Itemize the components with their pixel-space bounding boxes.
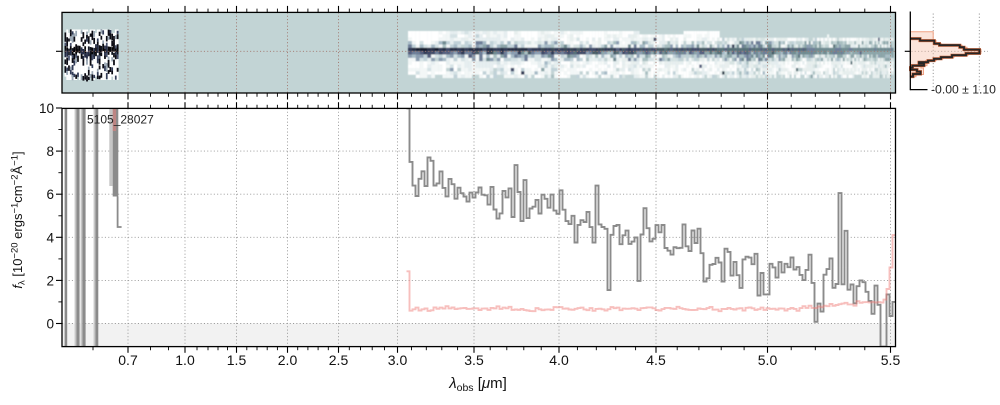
svg-text:3.0: 3.0 [388,352,408,368]
svg-text:4: 4 [46,230,54,245]
svg-text:2.5: 2.5 [329,352,349,368]
svg-text:1.5: 1.5 [227,352,247,368]
svg-text:8: 8 [46,144,54,159]
svg-text:4.5: 4.5 [646,352,666,368]
svg-text:1.0: 1.0 [175,352,195,368]
svg-text:fλ [10−20 ergs−1cm−2Å−1]: fλ [10−20 ergs−1cm−2Å−1] [10,151,28,288]
svg-text:3.5: 3.5 [464,352,484,368]
svg-text:2.0: 2.0 [278,352,298,368]
svg-text:5.0: 5.0 [758,352,778,368]
svg-text:0: 0 [46,317,54,332]
svg-text:0.7: 0.7 [118,352,138,368]
svg-text:2: 2 [46,273,54,288]
svg-text:4.0: 4.0 [549,352,569,368]
svg-text:λobs [μm]: λobs [μm] [448,375,507,394]
svg-text:10: 10 [39,101,54,116]
svg-text:6: 6 [46,187,54,202]
svg-text:5.5: 5.5 [881,352,901,368]
svg-text:5105_28027: 5105_28027 [87,113,154,127]
svg-text:-0.00 ± 1.10: -0.00 ± 1.10 [931,83,996,97]
